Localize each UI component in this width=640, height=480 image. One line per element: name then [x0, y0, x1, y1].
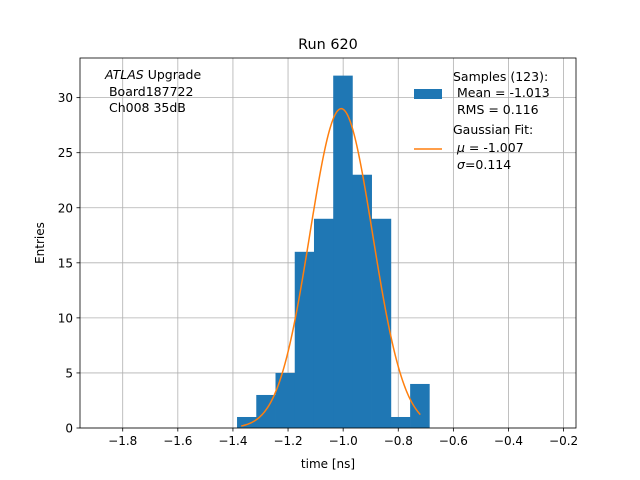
legend: Samples (123): Mean = -1.013 RMS = 0.116…: [414, 69, 550, 172]
x-axis-label: time [ns]: [301, 457, 355, 471]
gaussian-fit-line: [241, 107, 421, 427]
histogram-bar: [256, 394, 276, 428]
x-tick-label: −1.4: [218, 434, 247, 448]
svg-text:ATLAS Upgrade: ATLAS Upgrade: [104, 67, 201, 82]
x-tick-label: −0.2: [549, 434, 578, 448]
y-axis-label: Entries: [33, 222, 47, 264]
legend-samples-swatch: [414, 89, 442, 99]
legend-fit-sigma-symbol: σ: [457, 157, 466, 172]
x-tick-label: −0.6: [439, 434, 468, 448]
y-tick-label: 15: [58, 256, 73, 270]
x-tick-label: −1.8: [108, 434, 137, 448]
y-tick-label: 10: [58, 311, 73, 325]
chart-title: Run 620: [298, 37, 358, 53]
atlas-annotation: ATLAS Upgrade Board187722 Ch008 35dB: [104, 67, 201, 115]
legend-fit-title: Gaussian Fit:: [453, 122, 533, 137]
x-tick-label: −1.0: [329, 434, 358, 448]
y-tick-label: 0: [65, 422, 73, 436]
svg-text:μ = -1.007: μ = -1.007: [456, 140, 524, 155]
y-tick-label: 25: [58, 146, 73, 160]
x-tick-label: −1.2: [273, 434, 302, 448]
plot-frame: [79, 57, 577, 429]
channel-label: Ch008 35dB: [105, 100, 186, 115]
x-axis-ticks: −1.8 −1.6 −1.4 −1.2 −1.0 −0.8 −0.6 −0.4 −0.2: [108, 428, 578, 448]
y-tick-label: 20: [58, 201, 73, 215]
legend-fit-mu-symbol: μ: [456, 140, 465, 155]
histogram-bar: [390, 416, 411, 428]
legend-fit-mu-value: = -1.007: [465, 140, 524, 155]
histogram-bar: [352, 174, 372, 428]
histogram-bar: [237, 416, 257, 428]
histogram-bar: [410, 383, 430, 428]
x-tick-label: −1.6: [163, 434, 192, 448]
svg-text:σ=0.114: σ=0.114: [457, 157, 511, 172]
upgrade-label: Upgrade: [144, 67, 202, 82]
legend-samples-rms: RMS = 0.116: [453, 102, 539, 117]
histogram-bar: [294, 251, 315, 428]
legend-fit-sigma-value: =0.114: [465, 157, 511, 172]
histogram-bar: [371, 218, 392, 428]
histogram-bar: [333, 75, 353, 428]
y-tick-label: 30: [58, 91, 73, 105]
atlas-label: ATLAS: [104, 67, 144, 82]
y-axis-ticks: 0 5 10 15 20 25 30: [58, 91, 80, 436]
legend-samples-mean: Mean = -1.013: [453, 85, 550, 100]
y-tick-label: 5: [65, 366, 73, 380]
x-tick-label: −0.4: [494, 434, 523, 448]
board-label: Board187722: [105, 84, 193, 99]
x-tick-label: −0.8: [384, 434, 413, 448]
histogram-bar: [275, 372, 296, 428]
histogram-bar: [313, 218, 334, 428]
legend-samples-title: Samples (123):: [453, 69, 548, 84]
